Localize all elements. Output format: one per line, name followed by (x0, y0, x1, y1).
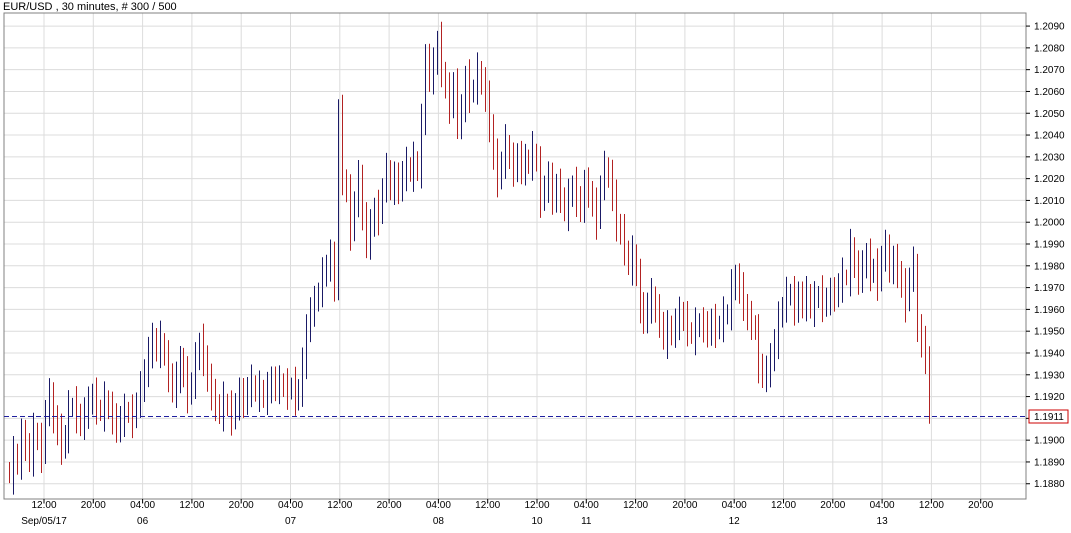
current-price-label: 1.1911 (1034, 412, 1064, 423)
x-tick-label: 12:00 (623, 500, 648, 511)
x-date-label: 07 (285, 516, 297, 527)
x-tick-label: 12:00 (475, 500, 500, 511)
y-tick-label: 1.2020 (1034, 174, 1065, 185)
y-tick-label: 1.1940 (1034, 348, 1065, 359)
y-tick-label: 1.2030 (1034, 152, 1065, 163)
y-tick-label: 1.2050 (1034, 109, 1065, 120)
chart-grid (4, 13, 1026, 499)
x-tick-label: 12:00 (771, 500, 796, 511)
x-tick-label: 20:00 (968, 500, 993, 511)
y-tick-label: 1.1980 (1034, 261, 1065, 272)
y-tick-label: 1.1920 (1034, 392, 1065, 403)
y-tick-label: 1.2060 (1034, 87, 1065, 98)
x-tick-label: 12:00 (919, 500, 944, 511)
x-date-label: 12 (729, 516, 741, 527)
ohlc-bars (9, 21, 930, 495)
x-tick-label: 20:00 (81, 500, 106, 511)
plot-area (3, 12, 1027, 500)
x-axis: 12:00 20:00 04:00 12:00 20:00 04:00 12:00 20:00… (21, 499, 994, 527)
current-price-box (1028, 409, 1069, 424)
y-tick-label: 1.1930 (1034, 370, 1065, 381)
y-tick-label: 1.2040 (1034, 131, 1065, 142)
x-tick-label: 20:00 (229, 500, 254, 511)
y-tick-label: 1.2070 (1034, 65, 1065, 76)
x-tick-label: 04:00 (574, 500, 599, 511)
x-date-label: 08 (433, 516, 445, 527)
y-tick-label: 1.2090 (1034, 22, 1065, 33)
x-tick-label: 12:00 (31, 500, 56, 511)
x-date-label: 11 (581, 516, 592, 527)
y-tick-label: 1.1880 (1034, 479, 1065, 490)
x-tick-label: 04:00 (278, 500, 303, 511)
symbol-label: EUR/USD (3, 1, 53, 13)
x-tick-label: 20:00 (377, 500, 402, 511)
y-tick-label: 1.1990 (1034, 240, 1065, 251)
bar-count-label: # 300 / 500 (121, 1, 177, 13)
x-tick-label: 20:00 (820, 500, 845, 511)
interval-label: 30 minutes (61, 1, 116, 13)
y-tick-label: 1.2000 (1034, 218, 1065, 229)
x-tick-label: 12:00 (179, 500, 204, 511)
x-tick-label: 04:00 (722, 500, 747, 511)
x-date-label: Sep/05/17 (21, 516, 67, 527)
x-tick-label: 12:00 (327, 500, 352, 511)
y-tick-label: 1.2080 (1034, 43, 1065, 54)
x-tick-label: 20:00 (672, 500, 697, 511)
chart-title: EUR/USD , 30 minutes, # 300 / 500 (3, 1, 177, 13)
x-date-label: 10 (531, 516, 543, 527)
x-tick-label: 04:00 (870, 500, 895, 511)
y-tick-label: 1.1890 (1034, 457, 1065, 468)
x-tick-label: 12:00 (524, 500, 549, 511)
x-tick-label: 04:00 (426, 500, 451, 511)
x-tick-label: 04:00 (130, 500, 155, 511)
y-tick-label: 1.2010 (1034, 196, 1065, 207)
x-date-label: 06 (137, 516, 149, 527)
y-tick-label: 1.1960 (1034, 305, 1065, 316)
y-tick-label: 1.1900 (1034, 436, 1065, 447)
x-date-label: 13 (877, 516, 889, 527)
y-tick-label: 1.1970 (1034, 283, 1065, 294)
y-tick-label: 1.1950 (1034, 327, 1065, 338)
